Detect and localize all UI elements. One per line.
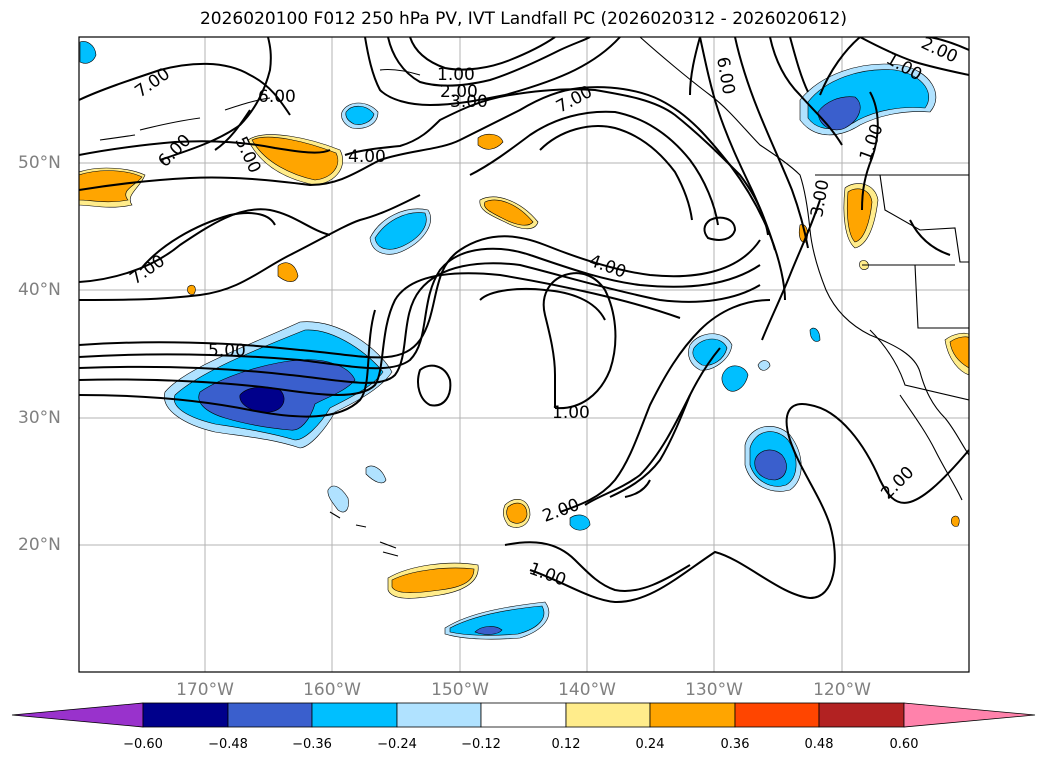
contour-label: 6.00 xyxy=(712,55,738,96)
colorbar-segment xyxy=(734,702,820,728)
negative-anomaly-region xyxy=(449,605,545,636)
positive-anomaly-region xyxy=(846,188,873,243)
lon-tick-label: 140°W xyxy=(558,680,616,700)
lon-tick-label: 120°W xyxy=(813,680,871,700)
positive-anomaly-region xyxy=(949,336,969,369)
pv-contours xyxy=(79,37,969,604)
contour-label: 1.00 xyxy=(552,403,590,423)
colorbar-tick-label: −0.60 xyxy=(123,737,163,752)
lat-tick-label: 30°N xyxy=(18,408,61,428)
lon-tick-label: 150°W xyxy=(431,680,489,700)
lat-tick-label: 40°N xyxy=(18,280,61,300)
colorbar-tick-label: −0.24 xyxy=(377,737,417,752)
colorbar-segment xyxy=(818,702,905,728)
colorbar-extend-high xyxy=(903,702,1036,728)
contour-label: 3.00 xyxy=(807,178,833,219)
negative-anomaly-region xyxy=(365,465,387,484)
colorbar-tick-label: 0.60 xyxy=(889,737,919,752)
colorbar-segment xyxy=(142,702,229,728)
contour-labels: 7.00 6.00 6.00 5.00 4.00 1.00 2.00 3.00 … xyxy=(126,33,960,590)
negative-anomaly-region xyxy=(327,485,349,513)
contour-label: 6.00 xyxy=(258,87,296,107)
colorbar-segment xyxy=(565,702,651,728)
contour-label: 2.00 xyxy=(877,463,918,504)
colorbar-segment xyxy=(649,702,736,728)
negative-anomaly-region xyxy=(345,105,375,125)
negative-anomaly-region xyxy=(474,626,503,635)
negative-anomaly-region xyxy=(817,96,861,131)
map-title: 2026020100 F012 250 hPa PV, IVT Landfall… xyxy=(199,9,847,29)
contour-label: 1.00 xyxy=(437,65,475,85)
contour-label: 1.00 xyxy=(526,559,568,591)
colorbar-tick-label: 0.12 xyxy=(551,737,581,752)
contour-label: 3.00 xyxy=(450,92,488,112)
contour-label: 4.00 xyxy=(348,147,386,167)
lat-tick-label: 50°N xyxy=(18,153,61,173)
negative-anomaly-region xyxy=(692,338,728,366)
colorbar-segment xyxy=(480,702,567,728)
colorbar-extend-low xyxy=(11,702,144,728)
map-frame xyxy=(78,36,970,673)
negative-anomaly-region xyxy=(721,365,749,392)
colorbar xyxy=(11,702,1036,728)
colorbar-tick-label: 0.36 xyxy=(720,737,750,752)
positive-anomaly-region xyxy=(484,199,534,226)
negative-anomaly-region xyxy=(809,327,821,342)
colorbar-tick-label: 0.24 xyxy=(635,737,665,752)
positive-anomaly-region xyxy=(506,502,528,524)
positive-anomaly-region xyxy=(277,262,299,282)
positive-anomaly-region xyxy=(187,284,196,295)
positive-anomaly-region xyxy=(951,515,960,527)
colorbar-segment xyxy=(311,702,398,728)
colorbar-segment xyxy=(227,702,313,728)
coastlines xyxy=(99,37,969,557)
colorbar-tick-label: −0.48 xyxy=(208,737,248,752)
colorbar-tick-label: 0.48 xyxy=(804,737,834,752)
colorbar-segment xyxy=(396,702,482,728)
negative-anomaly-region xyxy=(754,449,787,481)
negative-anomaly-region xyxy=(374,212,427,250)
negative-anomaly-region xyxy=(569,514,591,531)
colorbar-tick-label: −0.12 xyxy=(461,737,501,752)
colorbar-tick-label: −0.36 xyxy=(292,737,332,752)
positive-anomaly-region xyxy=(477,133,504,150)
contour-label: 1.00 xyxy=(856,121,888,163)
contour-label: 2.00 xyxy=(918,33,961,67)
negative-anomaly-region xyxy=(79,41,97,64)
contour-label: 7.00 xyxy=(131,64,173,102)
lon-tick-label: 170°W xyxy=(176,680,234,700)
lon-tick-label: 130°W xyxy=(685,680,743,700)
lon-tick-label: 160°W xyxy=(303,680,361,700)
contour-label: 5.00 xyxy=(208,341,246,361)
contour-label: 2.00 xyxy=(440,82,478,102)
contour-label: 6.00 xyxy=(154,131,195,172)
negative-anomaly-region xyxy=(757,360,771,371)
lat-tick-label: 20°N xyxy=(18,535,61,555)
positive-anomaly-region xyxy=(391,567,475,593)
